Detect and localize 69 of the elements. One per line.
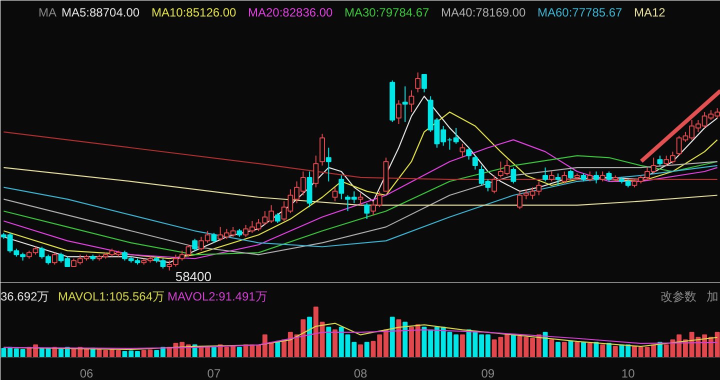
text: MA20:82836.00	[248, 6, 334, 20]
bar	[390, 316, 395, 358]
candlestick	[211, 232, 217, 244]
text: MA40:78169.00	[441, 6, 526, 20]
candlestick	[396, 100, 402, 124]
candlestick	[408, 90, 414, 113]
bar	[556, 342, 560, 358]
candlestick	[510, 167, 516, 184]
candlestick	[313, 155, 319, 188]
candlestick	[600, 171, 606, 182]
candlestick	[421, 74, 427, 93]
candlestick	[492, 174, 498, 194]
candlestick	[472, 155, 478, 170]
candlestick	[466, 147, 472, 160]
x-tick-label: 07	[207, 366, 221, 380]
candlestick	[568, 169, 574, 180]
bar	[364, 342, 370, 358]
candlestick	[657, 155, 663, 166]
bar	[326, 326, 332, 358]
candlestick	[358, 192, 364, 206]
candlestick	[320, 133, 325, 166]
candlestick	[52, 252, 58, 266]
candlestick	[402, 86, 408, 122]
bar	[358, 344, 363, 358]
bar	[542, 332, 548, 358]
bar	[307, 316, 312, 358]
x-tick-label: 09	[481, 366, 495, 380]
candlestick	[326, 147, 332, 182]
candlestick	[562, 171, 568, 184]
candlestick	[555, 172, 561, 186]
bar	[562, 342, 567, 358]
annotation: 58400	[175, 269, 212, 284]
bar	[510, 334, 516, 358]
candlestick	[192, 238, 198, 252]
text: MA30:79784.67	[344, 6, 430, 20]
x-tick-label: 06	[80, 366, 94, 380]
bar	[581, 342, 586, 358]
bar	[402, 322, 408, 358]
bar	[587, 342, 592, 358]
bar	[236, 346, 242, 358]
text: MAVOL2:91.491万	[168, 290, 268, 304]
x-tick-label: 10	[621, 366, 636, 380]
candlestick	[548, 171, 554, 182]
text: MA12	[634, 6, 666, 20]
text: MA10:85126.00	[152, 6, 237, 20]
bar	[612, 346, 618, 358]
bar	[549, 339, 554, 358]
text: 改参数	[660, 290, 696, 304]
bar	[460, 334, 465, 358]
candlestick	[460, 143, 466, 158]
text: 加	[706, 290, 718, 304]
candlestick	[274, 212, 280, 224]
candlestick	[364, 202, 370, 220]
candlestick	[594, 171, 599, 184]
text: MA5:88704.00	[62, 6, 140, 20]
bar	[600, 344, 606, 358]
x-tick-label: 08	[354, 366, 368, 380]
text: 36.692万	[0, 290, 50, 304]
candlestick	[606, 171, 612, 182]
bar	[606, 342, 612, 358]
candlestick	[542, 167, 548, 182]
candlestick	[587, 171, 593, 182]
legend-title: MA	[38, 6, 56, 20]
text: MA60:77785.67	[538, 6, 623, 20]
candlestick	[415, 72, 421, 93]
bar	[332, 329, 338, 358]
candlestick	[338, 174, 344, 200]
bar	[574, 342, 580, 358]
text: MAVOL1:105.564万	[58, 290, 165, 304]
